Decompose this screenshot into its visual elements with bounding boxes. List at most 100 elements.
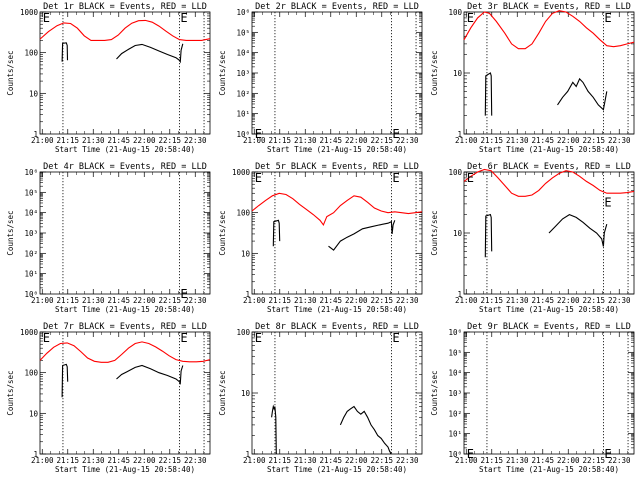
event-marker-label: E: [180, 287, 187, 301]
x-tick-label: 21:15: [268, 136, 291, 145]
y-tick-label: 10¹: [236, 110, 250, 119]
x-tick-label: 21:15: [56, 296, 79, 305]
series-line-black: [116, 364, 184, 385]
x-tick-label: 22:00: [557, 296, 580, 305]
panel-title: Det 2r BLACK = Events, RED = LLD: [255, 2, 419, 12]
plot-frame: [251, 11, 423, 135]
series-line-black: [339, 405, 392, 455]
x-tick-label: 21:00: [243, 136, 266, 145]
event-marker-label: E: [43, 11, 50, 25]
event-marker-label: E: [180, 11, 187, 25]
y-tick-label: 10⁰: [24, 290, 38, 299]
x-tick-label: 21:00: [243, 296, 266, 305]
x-tick-label: 22:00: [345, 136, 368, 145]
plot-frame: [251, 331, 423, 455]
event-marker-label: E: [604, 447, 611, 461]
detector-panel-6: Det 6r BLACK = Events, RED = LLD 1 10 100 21…: [430, 162, 635, 314]
x-tick-label: 21:30: [294, 456, 317, 465]
y-tick-label: 100: [24, 49, 38, 58]
event-marker-label: E: [255, 171, 262, 185]
y-tick-label: 10⁵: [24, 188, 38, 197]
y-tick-label: 10¹: [24, 270, 38, 279]
detector-panel-8: Det 8r BLACK = Events, RED = LLD 1 10 100 21…: [218, 322, 423, 474]
y-tick-label: 1: [457, 290, 462, 299]
detector-panel-3: Det 3r BLACK = Events, RED = LLD 1 10 100 21…: [430, 2, 635, 154]
event-marker-label: E: [392, 171, 399, 185]
y-tick-label: 10: [29, 89, 39, 98]
panel-title: Det 4r BLACK = Events, RED = LLD: [43, 162, 207, 172]
y-tick-label: 10⁴: [448, 369, 462, 378]
x-tick-label: 22:15: [370, 136, 393, 145]
x-tick-label: 22:30: [396, 136, 419, 145]
y-axis-label: Counts/sec: [430, 370, 439, 415]
x-tick-label: 21:30: [294, 136, 317, 145]
event-marker-label: E: [392, 127, 399, 141]
x-tick-label: 21:45: [319, 136, 342, 145]
x-tick-label: 21:15: [56, 136, 79, 145]
series-line-black: [484, 213, 493, 258]
y-tick-label: 100: [448, 168, 462, 177]
series-line-black: [61, 42, 69, 62]
series-line-black: [271, 404, 277, 455]
y-tick-label: 100: [448, 8, 462, 17]
y-tick-label: 1: [245, 290, 250, 299]
y-tick-label: 1000: [20, 8, 39, 17]
y-tick-label: 10²: [24, 249, 38, 258]
y-tick-label: 10¹: [448, 430, 462, 439]
y-tick-label: 10: [241, 249, 251, 258]
x-axis-label: Start Time (21-Aug-15 20:58:40): [479, 145, 619, 154]
x-tick-label: 21:15: [56, 456, 79, 465]
plot-frame: [463, 331, 635, 455]
detector-panel-2: Det 2r BLACK = Events, RED = LLD 10⁰ 10¹ 10…: [218, 2, 423, 154]
x-tick-label: 21:00: [455, 136, 478, 145]
x-tick-label: 21:45: [319, 456, 342, 465]
series-line-red: [463, 10, 635, 50]
x-tick-label: 21:00: [243, 456, 266, 465]
event-marker-label: E: [43, 331, 50, 345]
x-tick-label: 22:15: [370, 456, 393, 465]
x-tick-label: 22:30: [608, 456, 631, 465]
series-line-black: [116, 43, 184, 64]
series-line-black: [272, 219, 281, 247]
x-tick-label: 21:00: [31, 456, 54, 465]
panel-title: Det 7r BLACK = Events, RED = LLD: [43, 322, 207, 332]
x-tick-label: 21:45: [319, 296, 342, 305]
y-tick-label: 1000: [232, 168, 251, 177]
x-axis-label: Start Time (21-Aug-15 20:58:40): [267, 145, 407, 154]
x-tick-label: 21:45: [531, 456, 554, 465]
detector-panel-9: Det 9r BLACK = Events, RED = LLD 10⁰ 10¹ 10…: [430, 322, 635, 474]
x-tick-label: 21:30: [506, 136, 529, 145]
event-marker-label: E: [255, 331, 262, 345]
y-tick-label: 10³: [24, 229, 38, 238]
y-tick-label: 1: [33, 130, 38, 139]
x-tick-label: 21:15: [480, 296, 503, 305]
event-marker-label: E: [604, 11, 611, 25]
series-line-black: [557, 77, 608, 111]
event-marker-label: E: [604, 195, 611, 209]
x-tick-label: 21:45: [531, 296, 554, 305]
detector-panel-4: Det 4r BLACK = Events, RED = LLD 10⁰ 10¹ 10…: [6, 162, 211, 314]
detector-panel-5: Det 5r BLACK = Events, RED = LLD 1 10 100 10…: [218, 162, 423, 314]
event-marker-label: E: [467, 171, 474, 185]
y-axis-label: Counts/sec: [6, 210, 15, 255]
y-axis-label: Counts/sec: [430, 50, 439, 95]
y-tick-label: 10: [453, 229, 463, 238]
y-tick-label: 10⁵: [236, 28, 250, 37]
panel-title: Det 6r BLACK = Events, RED = LLD: [467, 162, 631, 172]
x-tick-label: 22:30: [184, 136, 207, 145]
event-marker-label: E: [255, 127, 262, 141]
x-tick-label: 22:00: [557, 136, 580, 145]
series-line-red: [251, 192, 423, 227]
x-tick-label: 21:30: [506, 456, 529, 465]
x-tick-label: 21:45: [107, 296, 130, 305]
x-tick-label: 21:30: [506, 296, 529, 305]
plot-frame: [39, 171, 211, 295]
y-tick-label: 10⁴: [24, 209, 38, 218]
x-tick-label: 21:30: [82, 136, 105, 145]
plot-frame: [39, 11, 211, 135]
x-tick-label: 22:30: [396, 296, 419, 305]
event-marker-label: E: [180, 331, 187, 345]
series-line-black: [548, 213, 608, 247]
y-tick-label: 1: [33, 450, 38, 459]
